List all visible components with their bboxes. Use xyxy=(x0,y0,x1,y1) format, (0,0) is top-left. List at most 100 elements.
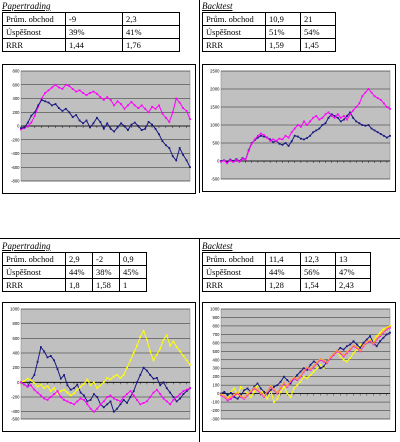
table-cell: 41% xyxy=(122,25,180,39)
data-point xyxy=(96,116,98,119)
data-point xyxy=(66,391,69,394)
data-point xyxy=(269,139,272,142)
data-point xyxy=(273,401,275,403)
data-point xyxy=(330,113,333,116)
data-point xyxy=(229,159,232,162)
data-point xyxy=(318,127,321,130)
data-point xyxy=(300,125,302,128)
y-tick-label: 0 xyxy=(217,159,220,164)
table-cell: 51% xyxy=(265,25,301,39)
series-line-magenta xyxy=(220,88,391,164)
data-point xyxy=(37,105,40,108)
data-point xyxy=(89,126,91,129)
data-point xyxy=(220,160,222,163)
data-point xyxy=(327,111,330,114)
data-point xyxy=(269,389,272,392)
data-point xyxy=(75,114,78,116)
data-point xyxy=(259,391,262,394)
data-point xyxy=(165,334,168,337)
data-point xyxy=(302,367,305,370)
data-point xyxy=(370,127,373,130)
data-point xyxy=(175,159,178,162)
data-point xyxy=(116,100,119,103)
table-cell: Prům. obchod xyxy=(2,252,66,266)
data-point xyxy=(299,380,302,383)
plot-area xyxy=(220,308,391,420)
data-point xyxy=(119,400,122,403)
data-point xyxy=(112,397,115,400)
data-point xyxy=(144,127,147,130)
y-tick-label: 800 xyxy=(213,323,221,328)
data-point xyxy=(359,349,362,352)
data-point xyxy=(83,382,85,385)
data-point xyxy=(178,101,181,104)
data-point xyxy=(23,380,26,382)
data-point xyxy=(243,389,246,392)
data-point xyxy=(309,374,312,376)
data-point xyxy=(358,122,361,125)
data-point xyxy=(359,347,362,349)
data-point xyxy=(129,359,132,362)
data-point xyxy=(306,124,308,126)
data-point xyxy=(260,132,262,135)
data-point xyxy=(73,387,75,390)
data-point xyxy=(139,336,142,338)
data-point xyxy=(243,397,246,400)
data-point xyxy=(63,388,65,391)
data-point xyxy=(189,387,191,390)
data-point xyxy=(316,361,318,364)
data-point xyxy=(303,138,305,141)
table-cell: RRR xyxy=(2,38,66,52)
data-point xyxy=(359,343,362,346)
data-point xyxy=(27,125,29,127)
data-point xyxy=(279,391,282,393)
data-point xyxy=(120,103,122,105)
table-cell: 1,44 xyxy=(65,38,123,52)
data-point xyxy=(40,99,43,101)
data-point xyxy=(46,385,49,387)
data-point xyxy=(171,111,174,114)
data-point xyxy=(152,359,155,362)
data-point xyxy=(43,387,46,390)
data-point xyxy=(352,344,355,347)
data-point xyxy=(362,344,365,347)
data-point xyxy=(339,116,342,119)
data-point xyxy=(223,391,226,393)
data-point xyxy=(140,104,143,107)
data-point xyxy=(182,390,185,392)
data-point xyxy=(283,375,285,378)
data-point xyxy=(106,403,109,406)
table-cell: Prům. obchod xyxy=(202,12,266,26)
data-point xyxy=(256,388,259,391)
series-line-magenta xyxy=(20,381,191,413)
data-point xyxy=(321,116,324,119)
data-point xyxy=(146,338,148,341)
data-point xyxy=(152,391,155,394)
data-point xyxy=(175,396,178,398)
data-point xyxy=(151,123,153,126)
chart-svg: 1000 800 600 400 200 0 -200 -400 -500 xyxy=(10,307,191,422)
data-point xyxy=(53,387,55,390)
data-point xyxy=(182,107,184,109)
data-point xyxy=(322,359,325,362)
data-point xyxy=(76,400,79,403)
data-point xyxy=(132,390,135,392)
data-point xyxy=(339,120,342,123)
data-point xyxy=(250,142,253,145)
data-point xyxy=(165,144,167,147)
data-point xyxy=(382,330,385,333)
data-point xyxy=(78,89,81,92)
table-cell: 1,54 xyxy=(300,278,336,292)
data-point xyxy=(276,384,279,387)
data-point xyxy=(109,127,112,130)
data-point xyxy=(71,88,74,90)
data-point xyxy=(83,399,85,401)
data-point xyxy=(386,106,388,108)
data-point xyxy=(54,83,57,86)
data-point xyxy=(330,115,333,117)
table-cell: 1 xyxy=(119,278,147,292)
data-point xyxy=(51,86,53,89)
data-point xyxy=(256,384,259,387)
table-cell: RRR xyxy=(202,38,266,52)
data-point xyxy=(30,114,33,117)
